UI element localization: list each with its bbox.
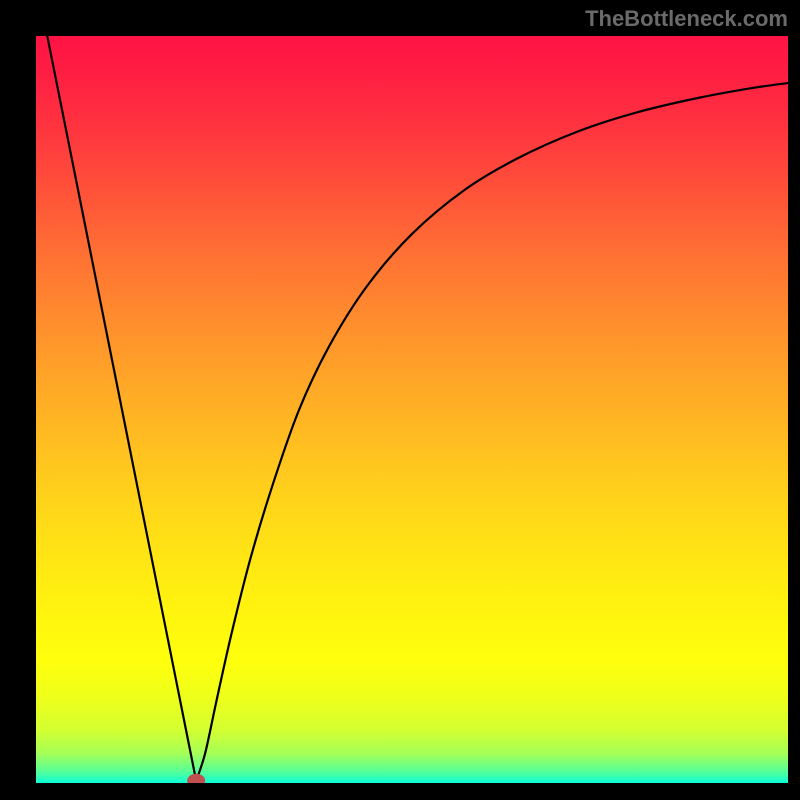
- bottleneck-curve: [47, 36, 788, 781]
- chart-container: { "watermark": { "text": "TheBottleneck.…: [0, 0, 800, 800]
- minimum-marker: [187, 774, 205, 783]
- curve-svg: [36, 36, 788, 783]
- plot-area: [36, 36, 788, 783]
- watermark-text: TheBottleneck.com: [585, 6, 788, 32]
